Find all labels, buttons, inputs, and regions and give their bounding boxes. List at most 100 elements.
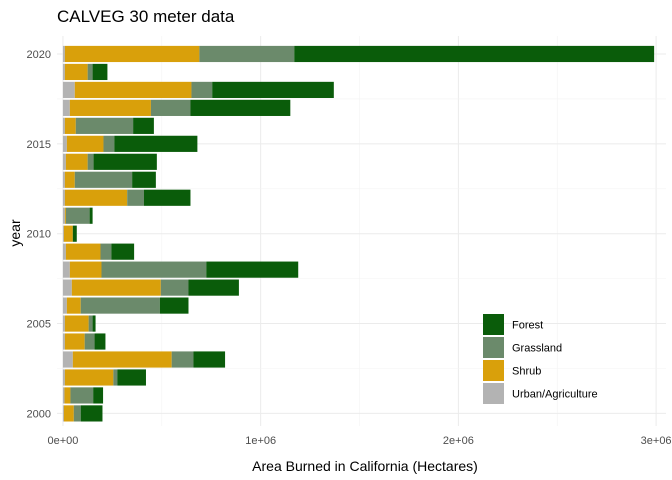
y-axis-label: year [7, 219, 23, 247]
bar-urban-agriculture-2018 [62, 81, 75, 99]
legend: Forest Grassland Shrub Urban/Agriculture [483, 314, 598, 404]
bar-shrub-2005 [64, 315, 89, 332]
bar-urban-agriculture-2000 [62, 405, 64, 422]
y-tick-label: 2010 [27, 229, 51, 241]
x-axis: 0e+00 1e+06 2e+06 3e+06 [47, 435, 671, 447]
bar-shrub-2012 [64, 189, 128, 206]
bar-urban-agriculture-2013 [62, 171, 65, 188]
bar-forest-2004 [94, 333, 106, 350]
y-tick-label: 2015 [27, 139, 51, 151]
bar-shrub-2017 [69, 99, 151, 116]
legend-key-urban-agriculture [483, 383, 504, 404]
bar-shrub-2007 [71, 279, 161, 296]
bar-grassland-2014 [87, 153, 94, 170]
bar-forest-2014 [93, 153, 157, 170]
chart-title: CALVEG 30 meter data [57, 7, 235, 26]
bar-grassland-2000 [73, 405, 81, 422]
bar-grassland-2019 [87, 63, 93, 81]
bar-grassland-2011 [65, 207, 90, 224]
bar-forest-2010 [72, 225, 77, 242]
y-tick-label: 2005 [27, 319, 51, 331]
bar-grassland-2017 [150, 99, 191, 116]
bar-urban-agriculture-2002 [62, 369, 65, 386]
bar-forest-2011 [89, 207, 93, 224]
bar-urban-agriculture-2009 [62, 243, 66, 260]
bar-forest-2007 [188, 279, 239, 296]
y-axis: 2000 2005 2010 2015 2020 [27, 49, 51, 420]
bar-grassland-2015 [103, 135, 115, 152]
bar-shrub-2013 [64, 171, 75, 188]
bar-forest-2013 [132, 171, 156, 188]
bar-urban-agriculture-2011 [62, 207, 65, 224]
bar-shrub-2002 [64, 369, 114, 386]
bar-grassland-2007 [160, 279, 189, 296]
bar-forest-2006 [159, 297, 189, 314]
bars [62, 45, 655, 422]
y-tick-label: 2000 [27, 408, 51, 420]
x-tick-label: 0e+00 [47, 435, 78, 447]
legend-label: Forest [512, 320, 543, 332]
bar-grassland-2018 [191, 81, 213, 99]
bar-shrub-2000 [63, 405, 74, 422]
grid [57, 36, 666, 426]
bar-grassland-2001 [70, 387, 94, 404]
legend-label: Shrub [512, 366, 541, 378]
bar-shrub-2018 [74, 81, 192, 99]
bar-urban-agriculture-2007 [62, 279, 72, 296]
bar-shrub-2004 [64, 333, 85, 350]
legend-key-grassland [483, 337, 504, 358]
bar-urban-agriculture-2005 [62, 315, 65, 332]
x-tick-label: 1e+06 [245, 435, 276, 447]
bar-forest-2012 [144, 189, 191, 206]
bar-urban-agriculture-2004 [62, 333, 65, 350]
legend-label: Grassland [512, 343, 562, 355]
bar-forest-2002 [117, 369, 146, 386]
bar-grassland-2005 [88, 315, 93, 332]
bar-shrub-2010 [63, 225, 73, 242]
bar-urban-agriculture-2003 [62, 351, 73, 368]
y-tick-label: 2020 [27, 49, 51, 61]
bar-grassland-2003 [171, 351, 194, 368]
bar-forest-2000 [80, 405, 103, 422]
bar-urban-agriculture-2017 [62, 99, 70, 116]
bar-urban-agriculture-2016 [62, 117, 65, 134]
x-axis-label: Area Burned in California (Hectares) [252, 458, 478, 474]
bar-shrub-2016 [64, 117, 76, 134]
bar-urban-agriculture-2006 [62, 297, 67, 314]
bar-grassland-2009 [100, 243, 112, 260]
bar-urban-agriculture-2001 [62, 387, 65, 404]
bar-shrub-2001 [64, 387, 71, 404]
bar-forest-2001 [93, 387, 104, 404]
bar-forest-2005 [92, 315, 96, 332]
bar-shrub-2015 [66, 135, 104, 152]
bar-shrub-2003 [72, 351, 172, 368]
bar-grassland-2013 [74, 171, 133, 188]
bar-forest-2008 [206, 261, 299, 278]
bar-shrub-2020 [64, 45, 200, 63]
bar-urban-agriculture-2012 [62, 189, 65, 206]
bar-grassland-2006 [80, 297, 160, 314]
bar-forest-2003 [193, 351, 226, 368]
bar-shrub-2009 [65, 243, 101, 260]
bar-forest-2015 [114, 135, 198, 152]
x-tick-label: 3e+06 [641, 435, 672, 447]
x-tick-label: 2e+06 [443, 435, 474, 447]
bar-forest-2018 [212, 81, 334, 99]
bar-grassland-2004 [84, 333, 95, 350]
legend-key-forest [483, 314, 504, 335]
bar-shrub-2008 [69, 261, 102, 278]
bar-grassland-2016 [75, 117, 134, 134]
bar-shrub-2011 [64, 207, 66, 224]
bar-forest-2019 [92, 63, 108, 81]
bar-shrub-2019 [64, 63, 88, 81]
bar-forest-2017 [190, 99, 291, 116]
legend-label: Urban/Agriculture [512, 389, 598, 401]
bar-forest-2016 [133, 117, 154, 134]
bar-shrub-2014 [65, 153, 88, 170]
bar-grassland-2008 [101, 261, 207, 278]
bar-grassland-2012 [127, 189, 144, 206]
bar-urban-agriculture-2015 [62, 135, 67, 152]
bar-urban-agriculture-2008 [62, 261, 70, 278]
bar-forest-2009 [111, 243, 135, 260]
